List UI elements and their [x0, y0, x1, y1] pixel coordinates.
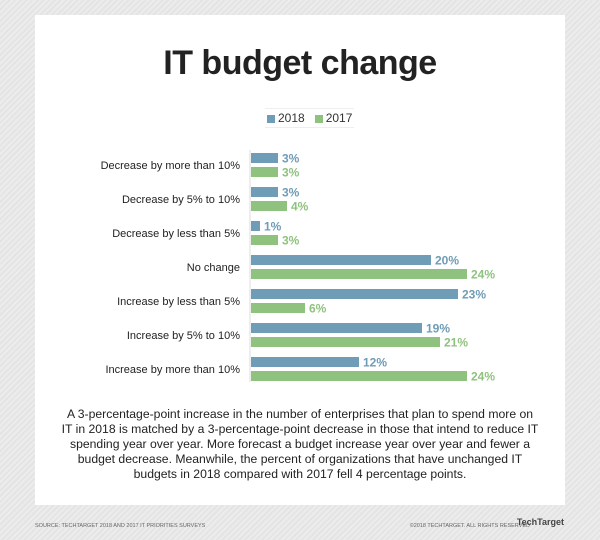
bar-2018 — [251, 187, 278, 197]
source-note: SOURCE: TECHTARGET 2018 AND 2017 IT PRIO… — [35, 523, 206, 529]
data-label: 4% — [291, 200, 309, 214]
bar-2018 — [251, 153, 278, 163]
data-label: 3% — [282, 152, 300, 166]
data-label: 21% — [444, 336, 468, 350]
bar-2017 — [251, 167, 278, 177]
bar-2017 — [251, 201, 287, 211]
caption: A 3-percentage-point increase in the num… — [61, 407, 539, 481]
bar-2018 — [251, 323, 422, 333]
legend-item-2017: 2017 — [314, 111, 353, 125]
legend-label: 2017 — [325, 111, 353, 125]
bar-2017 — [251, 269, 467, 279]
data-label: 3% — [282, 166, 300, 180]
data-label: 24% — [471, 268, 495, 282]
bar-2017 — [251, 303, 305, 313]
category-label: Decrease by more than 10% — [101, 160, 241, 172]
data-label: 3% — [282, 234, 300, 248]
bar-2017 — [251, 371, 467, 381]
bar-2018 — [251, 255, 431, 265]
legend: 2018 2017 — [265, 108, 355, 128]
legend-item-2018: 2018 — [267, 111, 305, 125]
data-label: 24% — [471, 370, 495, 384]
data-label: 1% — [264, 220, 282, 234]
techtarget-logo: TechTarget — [516, 517, 564, 527]
data-label: 3% — [282, 186, 300, 200]
legend-swatch — [314, 114, 323, 123]
bar-2018 — [251, 357, 359, 367]
copyright: ©2018 TECHTARGET. ALL RIGHTS RESERVED — [409, 523, 530, 529]
bar-2018 — [251, 221, 260, 231]
category-label: Increase by less than 5% — [117, 296, 240, 308]
category-label: Decrease by less than 5% — [112, 228, 240, 240]
category-label: Increase by 5% to 10% — [127, 330, 240, 342]
legend-swatch — [267, 114, 275, 123]
data-label: 20% — [435, 254, 459, 268]
bar-2018 — [251, 289, 458, 299]
category-label: No change — [187, 262, 240, 274]
category-label: Decrease by 5% to 10% — [122, 194, 240, 206]
data-label: 19% — [426, 322, 450, 336]
bar-2017 — [251, 337, 440, 347]
data-label: 12% — [363, 356, 387, 370]
data-label: 6% — [309, 302, 327, 316]
chart-title: IT budget change — [163, 44, 437, 82]
category-label: Increase by more than 10% — [105, 364, 240, 376]
data-label: 23% — [462, 288, 486, 302]
legend-label: 2018 — [278, 111, 305, 125]
bar-2017 — [251, 235, 278, 245]
